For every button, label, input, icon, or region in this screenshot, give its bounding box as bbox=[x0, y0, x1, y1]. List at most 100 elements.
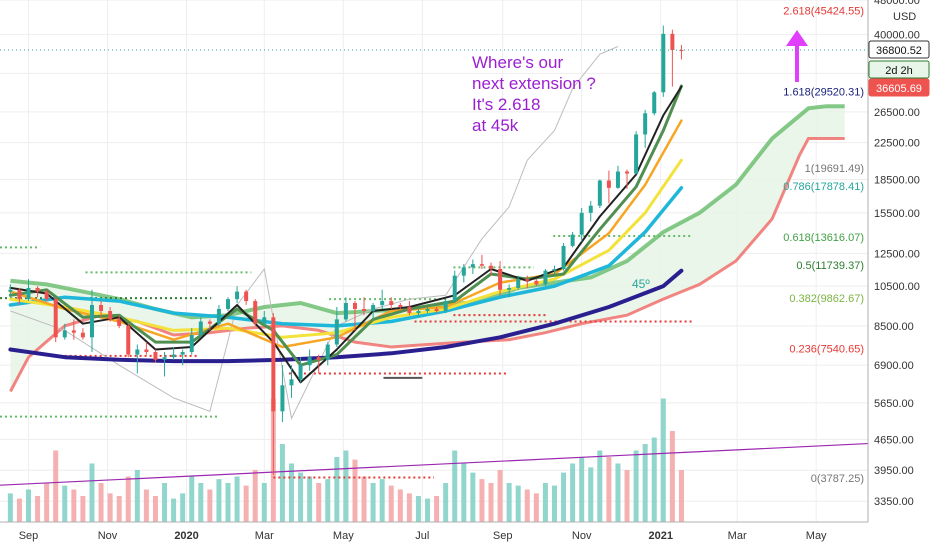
candle-body bbox=[525, 279, 530, 281]
candle bbox=[334, 306, 339, 347]
candle-body bbox=[153, 352, 158, 360]
candle bbox=[597, 179, 602, 209]
volume-bar bbox=[288, 463, 294, 522]
candle-body bbox=[271, 317, 276, 412]
candle bbox=[117, 315, 122, 329]
volume-bar bbox=[660, 398, 666, 522]
volume-bar bbox=[71, 489, 77, 522]
candle bbox=[525, 275, 530, 288]
fib-level-label: 0.618(13616.07) bbox=[783, 232, 864, 244]
candle bbox=[62, 323, 67, 340]
candle bbox=[443, 299, 448, 314]
trend-line bbox=[0, 442, 869, 486]
ma-navy bbox=[8, 268, 684, 364]
time-tick-label: Jul bbox=[415, 530, 429, 542]
fib-level-label: 0(3787.25) bbox=[811, 473, 864, 485]
candle-body bbox=[117, 319, 122, 326]
time-axis[interactable]: Sep Nov 2020 Mar May Jul Sep Nov 2021 Mar May bbox=[19, 530, 827, 542]
candle bbox=[235, 286, 240, 304]
volume-bar bbox=[307, 476, 313, 522]
volume-bar bbox=[26, 489, 32, 522]
volume-bar bbox=[44, 483, 50, 522]
candle bbox=[670, 29, 675, 87]
price-tick-label: 12500.00 bbox=[874, 248, 920, 260]
candle-body bbox=[461, 267, 466, 276]
candle-body bbox=[126, 325, 131, 355]
candle-body bbox=[507, 287, 512, 290]
time-tick-label: Sep bbox=[19, 530, 39, 542]
fibonacci-levels: 2.618(45424.55) 1.618(29520.31) 1(19691.49… bbox=[0, 5, 868, 485]
volume-bar bbox=[198, 483, 204, 522]
price-tick-label: 10500.00 bbox=[874, 281, 920, 293]
candle-body bbox=[479, 264, 484, 266]
annotation-line-2: next extension ? bbox=[472, 74, 596, 93]
candle bbox=[352, 301, 357, 331]
candle bbox=[343, 297, 348, 322]
candle-body bbox=[298, 365, 303, 380]
price-tick-label: 5650.00 bbox=[874, 398, 914, 410]
volume-bar bbox=[434, 496, 440, 522]
candle bbox=[643, 109, 648, 148]
candle-body bbox=[226, 299, 231, 309]
gridlines bbox=[0, 0, 868, 522]
candle bbox=[380, 289, 385, 309]
candle-body bbox=[35, 287, 40, 292]
candle bbox=[534, 279, 539, 287]
volume-bar bbox=[370, 483, 376, 522]
candle bbox=[244, 289, 249, 305]
volume-bar bbox=[479, 479, 485, 522]
reference-lines bbox=[0, 46, 869, 486]
volume-bar bbox=[35, 496, 41, 522]
price-tick-label: 40000.00 bbox=[874, 29, 920, 41]
candle-body bbox=[316, 357, 321, 360]
volume-bar bbox=[551, 485, 557, 522]
time-tick-label: Nov bbox=[98, 530, 118, 542]
candle bbox=[425, 306, 430, 314]
candle bbox=[216, 304, 221, 326]
candle bbox=[407, 301, 412, 316]
candle-body bbox=[171, 354, 176, 358]
volume-bar bbox=[470, 472, 476, 522]
ma-green bbox=[8, 84, 683, 367]
candle-body bbox=[561, 245, 566, 270]
candle bbox=[362, 297, 367, 316]
time-tick-label: 2020 bbox=[174, 530, 198, 542]
volume-bar bbox=[461, 463, 467, 522]
candle bbox=[634, 131, 639, 175]
candle bbox=[588, 201, 593, 222]
candle bbox=[470, 259, 475, 274]
price-axis[interactable]: 3350.00 3950.00 4650.00 5650.00 6900.00 8500.… bbox=[874, 0, 920, 508]
volume-bar bbox=[171, 498, 177, 522]
candle-body bbox=[352, 303, 357, 309]
candle-body bbox=[99, 304, 104, 312]
candle bbox=[99, 301, 104, 318]
candle bbox=[126, 323, 131, 358]
price-badge-text: 2d 2h bbox=[885, 65, 913, 77]
candle-body bbox=[543, 270, 548, 285]
candle-body bbox=[362, 308, 367, 312]
candle bbox=[498, 261, 503, 296]
candle-body bbox=[634, 134, 639, 174]
volume-bar bbox=[225, 483, 231, 522]
candle bbox=[153, 349, 158, 363]
annotations: Where's our next extension ? It's 2.618 … bbox=[472, 30, 808, 291]
volume-bar bbox=[134, 470, 140, 522]
candle-body bbox=[470, 264, 475, 268]
volume-bar bbox=[379, 479, 385, 522]
candle bbox=[561, 243, 566, 271]
candle-body bbox=[44, 291, 49, 300]
volume-bar bbox=[443, 483, 449, 522]
volume-bar bbox=[588, 467, 594, 522]
candle-body bbox=[307, 357, 312, 366]
candle-body bbox=[380, 301, 385, 305]
candles[interactable] bbox=[8, 25, 684, 476]
candle bbox=[434, 306, 439, 314]
volume-bar bbox=[89, 463, 95, 522]
candle-body bbox=[289, 379, 294, 386]
candle-body bbox=[615, 171, 620, 188]
candle-body bbox=[71, 330, 76, 333]
candle-body bbox=[670, 33, 675, 51]
fib-level-label: 1.618(29520.31) bbox=[783, 87, 864, 99]
candle bbox=[479, 254, 484, 270]
